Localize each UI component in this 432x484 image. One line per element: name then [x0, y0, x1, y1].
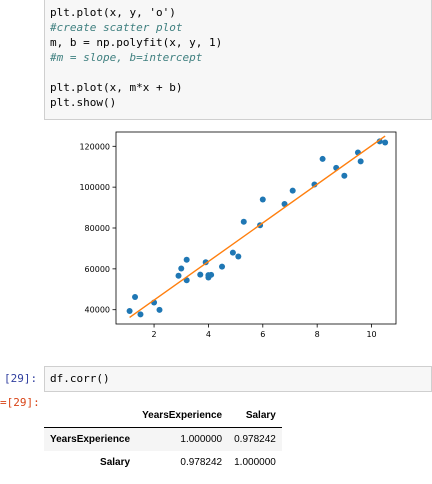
- row-header: Salary: [100, 457, 131, 468]
- code-line: plt.show(): [50, 96, 117, 109]
- x-tick-label: 2: [152, 330, 157, 339]
- data-point: [341, 172, 348, 179]
- data-point: [132, 294, 139, 301]
- row-header: YearsExperience: [50, 434, 131, 445]
- data-point: [382, 139, 389, 146]
- code-line: plt.plot(x, y, 'o'): [50, 6, 176, 19]
- data-point: [197, 271, 204, 278]
- output-prompt-marker: =: [0, 396, 7, 409]
- code-line: df.corr(): [50, 372, 110, 385]
- table-cell: 0.978242: [234, 434, 276, 445]
- y-tick-label: 100000: [79, 183, 110, 192]
- code-line: m, b = np.polyfit(x, y, 1): [50, 36, 223, 49]
- regression-line: [129, 135, 386, 319]
- data-point: [208, 271, 215, 278]
- code-comment: #create scatter plot: [50, 21, 183, 34]
- data-point: [240, 218, 247, 225]
- data-point: [376, 138, 383, 145]
- table-cell: 1.000000: [180, 434, 223, 445]
- input-prompt-label: [29]:: [4, 372, 38, 385]
- table-cell: 1.000000: [234, 457, 276, 468]
- code-comment: #m = slope, b=intercept: [50, 51, 203, 64]
- code-cell-input[interactable]: plt.plot(x, y, 'o') #create scatter plot…: [44, 0, 432, 120]
- correlation-table: YearsExperience Salary YearsExperience 1…: [44, 404, 282, 474]
- x-tick-label: 10: [366, 330, 376, 339]
- data-point: [219, 263, 226, 270]
- data-point: [175, 272, 182, 279]
- y-tick-label: 60000: [85, 265, 110, 274]
- data-point: [289, 187, 296, 194]
- x-tick-label: 6: [260, 330, 265, 339]
- table-cell: 0.978242: [180, 457, 223, 468]
- scatter-chart: 2 4 6 8 10 40000 60000 80000 100000 120000: [79, 131, 397, 339]
- code-line: plt.plot(x, m*x + b): [50, 81, 183, 94]
- x-tick-label: 4: [206, 330, 211, 339]
- data-point: [137, 311, 144, 318]
- column-header: YearsExperience: [136, 404, 229, 428]
- data-point: [126, 308, 133, 315]
- table-header-row: YearsExperience Salary: [44, 404, 282, 428]
- y-tick-label: 80000: [85, 224, 110, 233]
- x-tick-label: 8: [315, 330, 320, 339]
- y-tick-label: 120000: [79, 142, 110, 151]
- data-point: [281, 201, 288, 208]
- table-row: Salary 0.978242 1.000000: [44, 451, 282, 474]
- code-cell-input-2[interactable]: df.corr(): [44, 366, 432, 392]
- table-corner: [44, 404, 137, 428]
- data-point: [156, 306, 163, 313]
- data-point: [357, 158, 364, 165]
- column-header: Salary: [228, 404, 282, 428]
- data-point: [319, 155, 326, 162]
- data-point: [178, 265, 185, 272]
- y-tick-label: 40000: [85, 306, 110, 315]
- scatter-plot-output: 2 4 6 8 10 40000 60000 80000 100000 120000: [44, 124, 420, 344]
- data-point: [183, 256, 190, 263]
- output-prompt: =[29]:: [0, 396, 40, 410]
- table-row: YearsExperience 1.000000 0.978242: [44, 427, 282, 451]
- input-prompt: [29]:: [4, 372, 37, 386]
- data-point: [259, 196, 266, 203]
- output-prompt-label: [29]:: [6, 396, 40, 409]
- data-point: [229, 249, 236, 256]
- data-point: [235, 253, 242, 260]
